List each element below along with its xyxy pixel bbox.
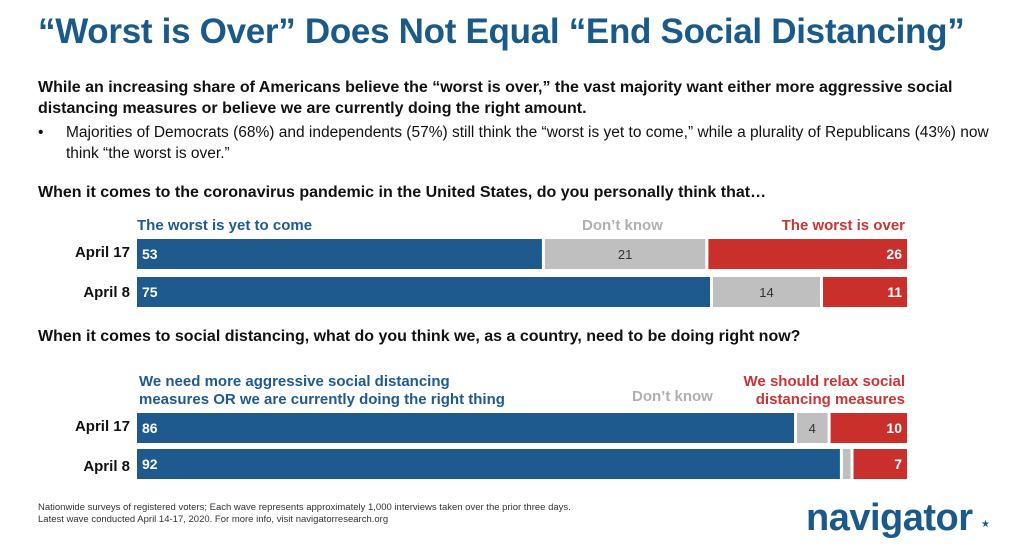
- chart1-data-label: 53: [142, 246, 158, 262]
- chart2-legend-blue: We need more aggressive social distancin…: [139, 373, 505, 409]
- chart1-bar-blue: [137, 239, 542, 269]
- chart1-bar-gray: [713, 277, 820, 307]
- bullet-text: Majorities of Democrats (68%) and indepe…: [66, 124, 989, 162]
- chart2-row-label: April 8: [83, 458, 130, 475]
- chart1-legend-red: The worst is over: [781, 217, 905, 234]
- chart1-data-label: 11: [887, 284, 902, 300]
- chart2-bar-blue: [137, 413, 794, 443]
- chart1-legend-blue: The worst is yet to come: [137, 217, 313, 234]
- footnote-line2: Latest wave conducted April 14-17, 2020.…: [38, 514, 389, 525]
- chart2-legend-blue-line2: measures OR we are currently doing the r…: [139, 391, 505, 408]
- chart2-bar-red: [830, 413, 907, 443]
- chart2-data-label: 7: [894, 456, 902, 472]
- chart2-legend-red-line2: distancing measures: [755, 391, 905, 408]
- chart2-data-label: 86: [142, 420, 158, 436]
- chart1-bar-gray: [544, 239, 706, 269]
- chart1-data-label: 14: [759, 285, 773, 300]
- chart2-title: When it comes to social distancing, what…: [38, 328, 801, 345]
- chart1-bar-red: [708, 239, 907, 269]
- page-title: “Worst is Over” Does Not Equal “End Soci…: [38, 12, 965, 51]
- chart2-legend-red-line1: We should relax social: [743, 373, 905, 390]
- chart2-data-label: 4: [809, 421, 816, 436]
- chart2-row-label: April 17: [74, 418, 130, 435]
- chart1-row-label: April 17: [74, 244, 130, 261]
- chart2-data-label: 92: [142, 456, 158, 472]
- chart1-bar-blue: [137, 277, 710, 307]
- chart2-legend-blue-line1: We need more aggressive social distancin…: [139, 373, 450, 390]
- chart2-legend-gray: Don’t know: [632, 388, 713, 405]
- chart2-bar-gray: [797, 413, 828, 443]
- footnote-line1: Nationwide surveys of registered voters;…: [38, 502, 571, 513]
- chart1-title: When it comes to the coronavirus pandemi…: [38, 184, 767, 201]
- chart2-bar-gray: [842, 449, 851, 479]
- bullet-marker: •: [38, 124, 44, 141]
- chart1-data-label: 75: [142, 284, 158, 300]
- lead-text: While an increasing share of Americans b…: [38, 79, 953, 117]
- navigator-logo: navigator: [806, 497, 973, 539]
- chart1-data-label: 21: [618, 247, 632, 262]
- chart1-bar-red: [823, 277, 907, 307]
- chart1-row-label: April 8: [83, 284, 130, 301]
- chart2-bar-blue: [137, 449, 840, 479]
- chart2-data-label: 10: [886, 420, 902, 436]
- chart1-legend-gray: Don’t know: [582, 217, 663, 234]
- logo-star-icon: ★: [981, 519, 990, 530]
- chart2-bar-red: [853, 449, 907, 479]
- chart1-data-label: 26: [886, 246, 902, 262]
- footnote: Nationwide surveys of registered voters;…: [38, 502, 738, 526]
- chart2-legend-red: We should relax social distancing measur…: [700, 373, 905, 409]
